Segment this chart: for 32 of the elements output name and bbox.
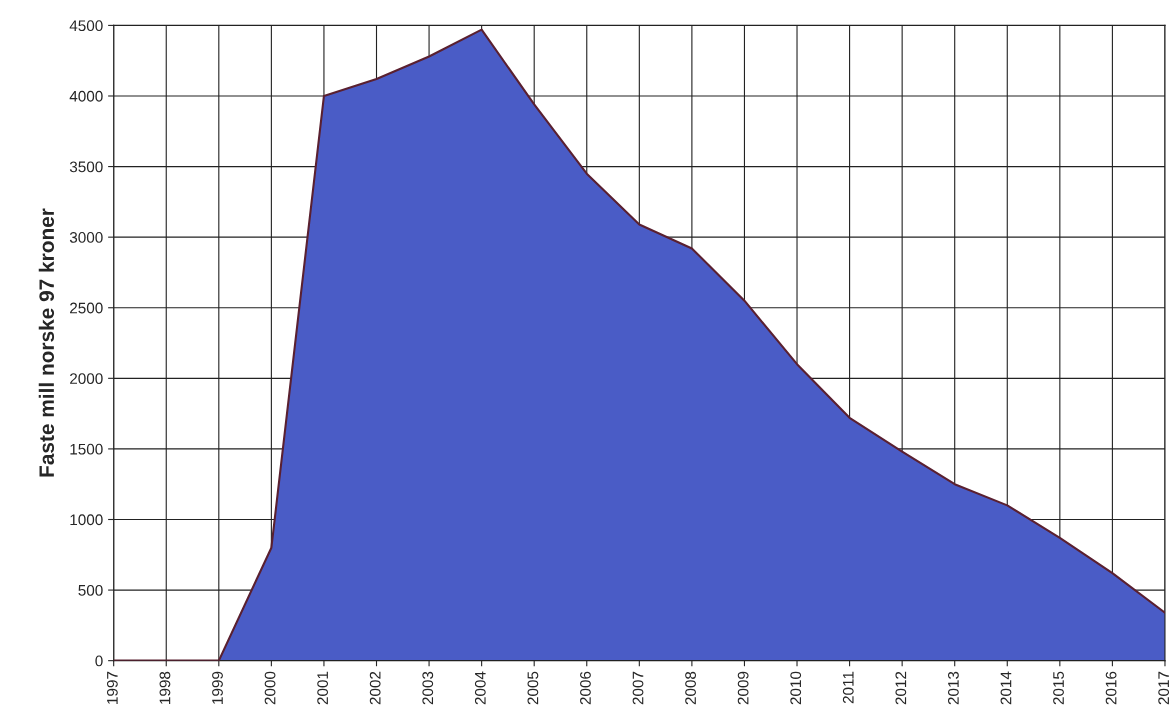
x-tick-label: 2013 [947,671,959,705]
y-axis-title: Faste mill norske 97 kroner [38,208,55,477]
y-tick-label: 3000 [69,232,103,243]
x-tick-label: 1998 [159,671,171,704]
y-tick-label: 4500 [69,20,103,32]
x-tick-label: 2011 [842,671,854,704]
x-tick-label: 2002 [369,671,381,705]
y-tick-label: 3500 [69,161,103,173]
x-tick-label: 2007 [632,671,644,705]
y-tick-label: 1000 [70,514,103,526]
y-tick-label: 500 [78,584,103,596]
x-tick-label: 2009 [737,671,749,705]
x-tick-label: 2006 [580,671,591,705]
y-tick-label: 1500 [70,443,103,455]
x-tick-label: 2003 [422,671,434,705]
x-tick-label: 2017 [1158,671,1170,705]
y-tick-label: 4000 [69,90,103,102]
x-tick-label: 2012 [895,671,907,705]
y-tick-label: 2000 [70,373,103,385]
y-tick-label: 0 [95,655,103,667]
x-tick-label: 2015 [1053,671,1064,705]
x-tick-label: 2005 [527,671,539,705]
x-tick-label: 2004 [474,671,486,705]
x-tick-label: 2000 [264,671,276,705]
x-tick-label: 2014 [1000,671,1012,705]
x-tick-label: 2010 [790,671,802,705]
x-tick-label: 1999 [212,671,223,704]
x-tick-label: 2008 [685,671,696,705]
x-tick-label: 2016 [1105,671,1117,705]
x-tick-label: 2001 [317,671,329,705]
x-tick-label: 1997 [106,671,118,704]
y-tick-label: 2500 [70,302,103,314]
